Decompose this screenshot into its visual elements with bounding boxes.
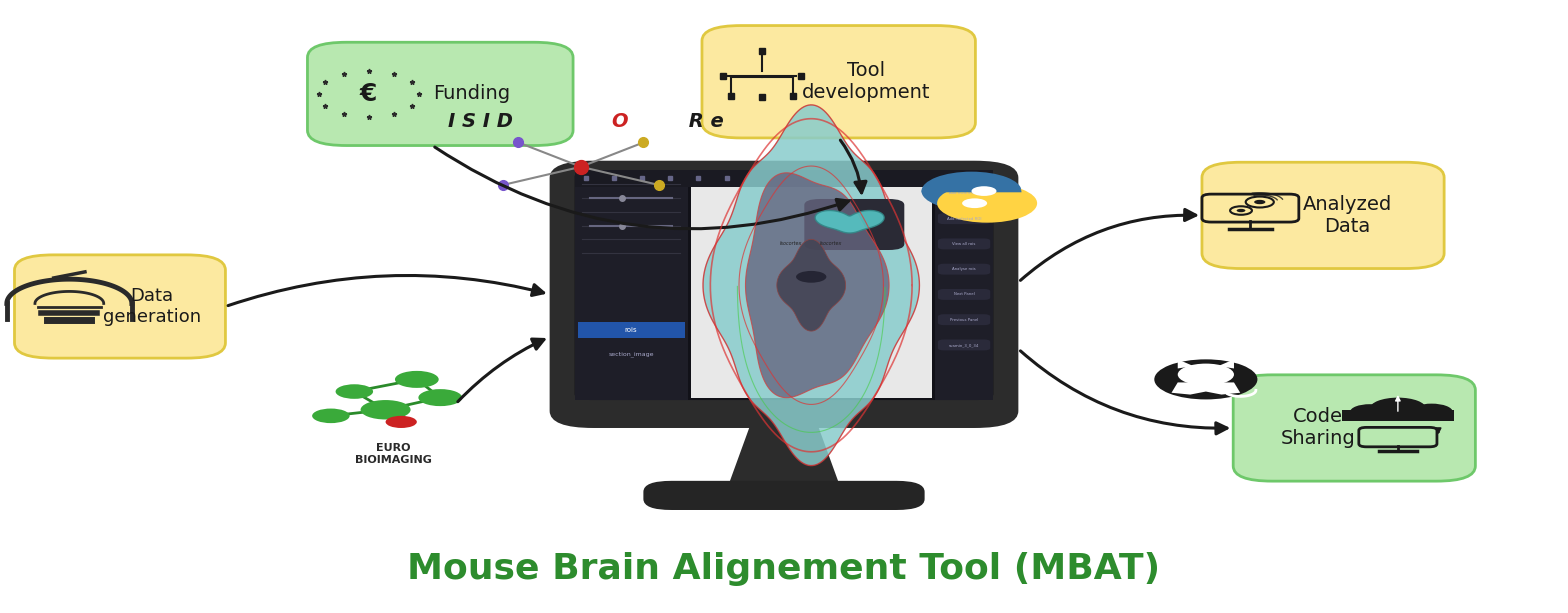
Polygon shape [815, 210, 884, 233]
FancyBboxPatch shape [550, 161, 1018, 428]
Text: Mouse Brain Alignement Tool (MBAT): Mouse Brain Alignement Tool (MBAT) [408, 552, 1160, 586]
Polygon shape [1178, 359, 1193, 368]
Text: Funding: Funding [434, 85, 511, 104]
Polygon shape [1218, 359, 1234, 368]
FancyBboxPatch shape [643, 481, 925, 510]
FancyBboxPatch shape [307, 42, 572, 145]
Polygon shape [702, 105, 919, 466]
Text: I S I D: I S I D [448, 112, 513, 131]
FancyBboxPatch shape [938, 289, 991, 300]
Text: Analyzed
Data: Analyzed Data [1303, 195, 1392, 236]
Polygon shape [776, 240, 845, 331]
Circle shape [395, 371, 439, 388]
Bar [935, 170, 994, 400]
Text: Data
generation: Data generation [102, 287, 201, 326]
FancyBboxPatch shape [574, 170, 994, 400]
FancyBboxPatch shape [938, 314, 991, 325]
Text: rois: rois [626, 327, 638, 333]
FancyBboxPatch shape [1203, 162, 1444, 268]
Bar [574, 170, 994, 186]
FancyBboxPatch shape [938, 213, 991, 224]
Polygon shape [745, 173, 889, 398]
FancyBboxPatch shape [938, 340, 991, 351]
Circle shape [1350, 404, 1389, 419]
Bar [577, 322, 685, 338]
Text: EURO
BIOIMAGING: EURO BIOIMAGING [354, 443, 431, 465]
Text: Previous Panel: Previous Panel [950, 318, 978, 322]
Circle shape [922, 172, 1021, 210]
Bar [691, 173, 931, 398]
Circle shape [972, 186, 997, 196]
Circle shape [963, 199, 988, 208]
Polygon shape [922, 173, 1021, 192]
Text: Code
Sharing: Code Sharing [1281, 408, 1355, 449]
Bar [1342, 409, 1454, 421]
FancyBboxPatch shape [938, 238, 991, 249]
Text: Add ROIs /Panel: Add ROIs /Panel [949, 191, 980, 196]
Text: Add /selected ROI: Add /selected ROI [947, 216, 982, 221]
Circle shape [361, 400, 411, 419]
Polygon shape [729, 427, 839, 482]
Circle shape [386, 416, 417, 428]
Text: €: € [361, 82, 378, 106]
Text: Isocortex: Isocortex [779, 240, 803, 246]
Polygon shape [1171, 383, 1240, 395]
Text: Tool
development: Tool development [801, 61, 930, 102]
Text: suamin_3_0_34: suamin_3_0_34 [949, 343, 980, 347]
Circle shape [1411, 403, 1452, 420]
FancyBboxPatch shape [938, 264, 991, 275]
FancyBboxPatch shape [938, 188, 991, 199]
Text: Next Panel: Next Panel [953, 292, 974, 297]
Circle shape [1237, 209, 1245, 212]
Bar [574, 170, 688, 400]
Text: Analyse rois: Analyse rois [952, 267, 975, 271]
Circle shape [1154, 359, 1258, 400]
FancyBboxPatch shape [1232, 375, 1475, 481]
FancyBboxPatch shape [804, 199, 905, 250]
FancyBboxPatch shape [702, 26, 975, 138]
Text: View all rois: View all rois [952, 242, 975, 246]
Text: R e: R e [682, 112, 724, 131]
Circle shape [938, 184, 1036, 223]
Circle shape [419, 389, 463, 406]
Circle shape [1370, 398, 1425, 419]
Circle shape [1254, 200, 1265, 204]
Circle shape [797, 271, 826, 283]
FancyBboxPatch shape [14, 255, 226, 358]
Text: O: O [612, 112, 629, 131]
Circle shape [312, 408, 350, 423]
Circle shape [1178, 364, 1234, 386]
Circle shape [336, 384, 373, 399]
Text: section_image: section_image [608, 351, 654, 357]
Text: Isocortex: Isocortex [820, 240, 842, 246]
